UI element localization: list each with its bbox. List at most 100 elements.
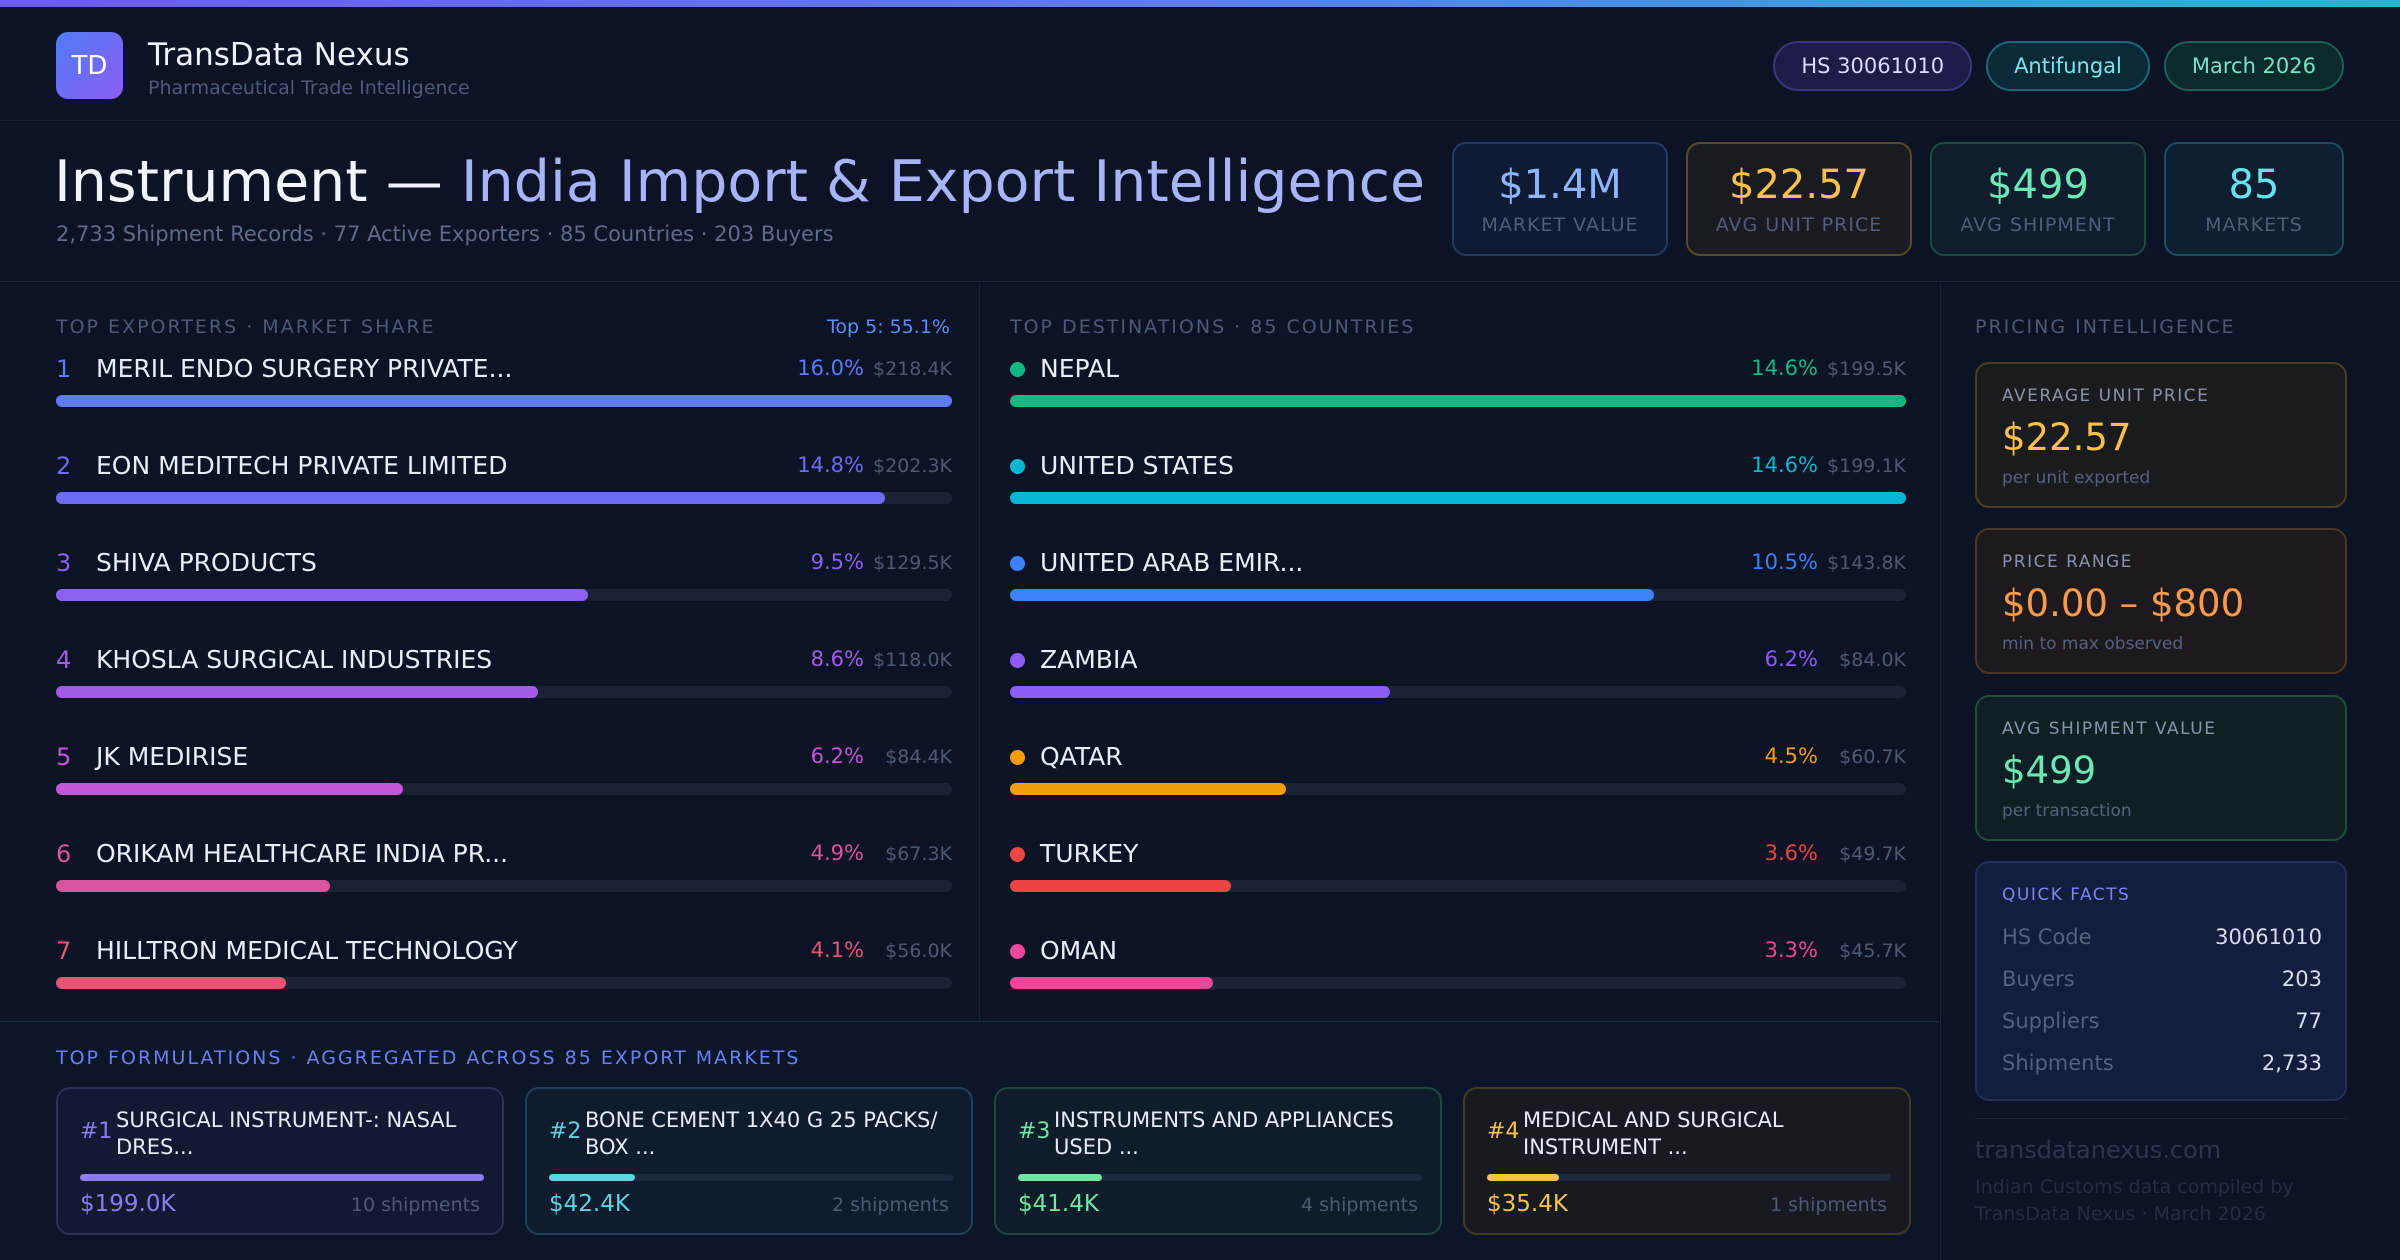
share-bar-fill <box>56 686 538 698</box>
destination-value: $143.8K <box>1827 552 1906 574</box>
exporter-share: 4.9% <box>810 841 864 865</box>
destinations-panel-title: TOP DESTINATIONS · 85 COUNTRIES <box>1010 316 1416 338</box>
exporter-share: 9.5% <box>810 550 864 574</box>
destination-value: $49.7K <box>1839 843 1906 865</box>
formulation-bar-fill <box>1487 1174 1559 1181</box>
destination-name: UNITED ARAB EMIR... <box>1040 548 1304 577</box>
formulation-name: SURGICAL INSTRUMENT-: NASAL DRES... <box>116 1108 457 1159</box>
share-bar-track <box>1010 686 1906 698</box>
top-accent-line <box>0 0 2400 7</box>
share-bar-track <box>1010 589 1906 601</box>
site-link[interactable]: transdatanexus.com <box>1975 1136 2222 1164</box>
share-bar-fill <box>1010 492 1906 504</box>
formulation-bar-fill <box>549 1174 635 1181</box>
destination-row[interactable]: TURKEY 3.6% $49.7K <box>1010 839 1906 900</box>
formulation-card[interactable]: #1 SURGICAL INSTRUMENT-: NASAL DRES... $19… <box>56 1087 504 1235</box>
destination-row[interactable]: QATAR 4.5% $60.7K <box>1010 742 1906 803</box>
destination-row[interactable]: ZAMBIA 6.2% $84.0K <box>1010 645 1906 706</box>
kpi-value: $499 <box>1987 162 2089 208</box>
formulation-value: $199.0K <box>80 1191 176 1217</box>
destination-name: OMAN <box>1040 936 1118 965</box>
top-exporters-panel: TOP EXPORTERS · MARKET SHARE Top 5: 55.1… <box>0 283 980 1021</box>
country-dot-icon <box>1010 847 1025 862</box>
share-bar-track <box>56 880 952 892</box>
exporter-row[interactable]: 2 EON MEDITECH PRIVATE LIMITED 14.8% $202.3… <box>56 451 952 512</box>
formulation-card[interactable]: #4 MEDICAL AND SURGICAL INSTRUMENT ... $35… <box>1463 1087 1911 1235</box>
share-bar-track <box>1010 783 1906 795</box>
fact-key: HS Code <box>2002 925 2092 949</box>
kpi-label: MARKETS <box>2205 214 2303 236</box>
formulation-rank: #1 <box>80 1119 113 1144</box>
exporter-share: 16.0% <box>797 356 864 380</box>
exporter-row[interactable]: 7 HILLTRON MEDICAL TECHNOLOGY 4.1% $56.0K <box>56 936 952 997</box>
pricing-sidebar: PRICING INTELLIGENCE AVERAGE UNIT PRICE … <box>1940 283 2400 1260</box>
formulation-card[interactable]: #3 INSTRUMENTS AND APPLIANCES USED ... $41… <box>994 1087 1442 1235</box>
share-bar-fill <box>56 589 588 601</box>
price-range-card: PRICE RANGE $0.00 – $800 min to max obse… <box>1975 528 2347 674</box>
share-bar-fill <box>1010 589 1654 601</box>
exporter-rank: 6 <box>56 840 72 868</box>
destination-row[interactable]: NEPAL 14.6% $199.5K <box>1010 354 1906 415</box>
destination-value: $84.0K <box>1839 649 1906 671</box>
period-tag[interactable]: March 2026 <box>2163 41 2344 91</box>
kpi-label: MARKET VALUE <box>1481 214 1639 236</box>
destination-row[interactable]: UNITED ARAB EMIR... 10.5% $143.8K <box>1010 548 1906 609</box>
fact-key: Shipments <box>2002 1051 2114 1075</box>
share-bar-fill <box>56 492 885 504</box>
hs-code-tag[interactable]: HS 30061010 <box>1773 41 1973 91</box>
share-bar-fill <box>56 783 403 795</box>
kpi-label: AVG UNIT PRICE <box>1715 214 1883 236</box>
exporter-rank: 3 <box>56 549 72 577</box>
exporter-row[interactable]: 5 JK MEDIRISE 6.2% $84.4K <box>56 742 952 803</box>
formulation-value: $41.4K <box>1018 1191 1099 1217</box>
destination-row[interactable]: OMAN 3.3% $45.7K <box>1010 936 1906 997</box>
destination-value: $199.5K <box>1827 358 1906 380</box>
destination-name: QATAR <box>1040 742 1123 771</box>
exporter-value: $56.0K <box>885 940 952 962</box>
formulation-shipments: 4 shipments <box>1301 1194 1418 1216</box>
exporter-rank: 5 <box>56 743 72 771</box>
exporter-row[interactable]: 3 SHIVA PRODUCTS 9.5% $129.5K <box>56 548 952 609</box>
formulation-rank: #3 <box>1018 1119 1051 1144</box>
kpi-label: AVG SHIPMENT <box>1960 214 2116 236</box>
exporter-row[interactable]: 4 KHOSLA SURGICAL INDUSTRIES 8.6% $118.0K <box>56 645 952 706</box>
destination-share: 10.5% <box>1751 550 1818 574</box>
brand-logo[interactable]: TD <box>56 32 123 99</box>
formulation-rank: #2 <box>549 1119 582 1144</box>
share-bar-track <box>56 686 952 698</box>
share-bar-fill <box>1010 783 1286 795</box>
share-bar-track <box>1010 492 1906 504</box>
formulation-shipments: 10 shipments <box>350 1194 480 1216</box>
avg-shipment-value-card: AVG SHIPMENT VALUE $499 per transaction <box>1975 695 2347 841</box>
fact-value: 203 <box>2281 967 2322 991</box>
country-dot-icon <box>1010 459 1025 474</box>
exporter-rank: 2 <box>56 452 72 480</box>
category-tag[interactable]: Antifungal <box>1986 41 2150 91</box>
fact-value: 77 <box>2295 1009 2322 1033</box>
page-title: Instrument — India Import & Export Intel… <box>54 149 1425 215</box>
country-dot-icon <box>1010 653 1025 668</box>
fact-key: Suppliers <box>2002 1009 2100 1033</box>
exporter-row[interactable]: 6 ORIKAM HEALTHCARE INDIA PR... 4.9% $67.3K <box>56 839 952 900</box>
formulation-name: MEDICAL AND SURGICAL INSTRUMENT ... <box>1523 1108 1784 1159</box>
exporter-name: SHIVA PRODUCTS <box>96 548 317 577</box>
hero-section: Instrument — India Import & Export Intel… <box>0 121 2400 282</box>
app-header: TD TransData Nexus Pharmaceutical Trade … <box>0 7 2400 121</box>
formulations-title: TOP FORMULATIONS · AGGREGATED ACROSS 85 … <box>56 1047 801 1069</box>
exporter-share: 8.6% <box>810 647 864 671</box>
card-value: $22.57 <box>2002 416 2132 459</box>
destination-row[interactable]: UNITED STATES 14.6% $199.1K <box>1010 451 1906 512</box>
fact-value: 30061010 <box>2215 925 2322 949</box>
page-title-accent: India Import & Export Intelligence <box>460 149 1426 215</box>
formulation-card[interactable]: #2 BONE CEMENT 1X40 G 25 PACKS/ BOX ... $4… <box>525 1087 973 1235</box>
exporter-row[interactable]: 1 MERIL ENDO SURGERY PRIVATE... 16.0% $218.… <box>56 354 952 415</box>
formulation-name: INSTRUMENTS AND APPLIANCES USED ... <box>1054 1108 1394 1159</box>
destination-name: TURKEY <box>1040 839 1139 868</box>
exporter-value: $118.0K <box>873 649 952 671</box>
country-dot-icon <box>1010 944 1025 959</box>
destination-share: 6.2% <box>1764 647 1818 671</box>
destination-share: 4.5% <box>1764 744 1818 768</box>
quick-fact-shipments: Shipments 2,733 <box>2002 1051 2322 1081</box>
exporter-share: 4.1% <box>810 938 864 962</box>
share-bar-fill <box>1010 686 1390 698</box>
